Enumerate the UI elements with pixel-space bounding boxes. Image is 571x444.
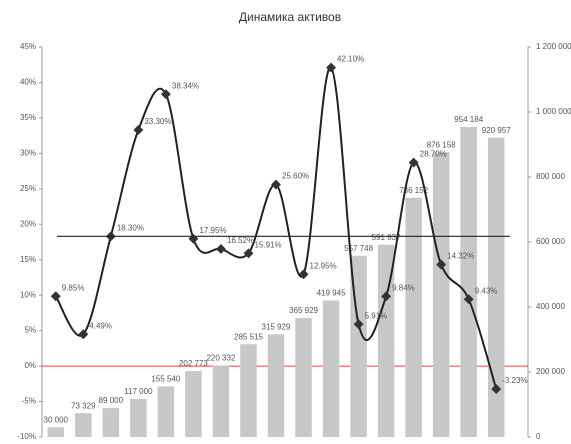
marker bbox=[50, 291, 61, 302]
marker bbox=[436, 259, 447, 270]
marker bbox=[78, 329, 89, 340]
bar-label: 155 540 bbox=[151, 375, 180, 384]
point-label: 17.95% bbox=[199, 226, 226, 235]
y-tick-label: 35% bbox=[20, 113, 36, 122]
y2-tick-label: 400 000 bbox=[536, 302, 565, 311]
bar-label: 419 945 bbox=[317, 289, 346, 298]
point-label: 16.52% bbox=[227, 236, 254, 245]
bar-label: 954 184 bbox=[454, 115, 483, 124]
point-label: 42.10% bbox=[337, 55, 364, 64]
y2-tick-label: 800 000 bbox=[536, 172, 565, 181]
y2-tick-label: 0 bbox=[536, 432, 541, 441]
bar bbox=[47, 427, 65, 437]
point-label: 33.30% bbox=[144, 117, 171, 126]
bar bbox=[130, 398, 147, 437]
bar bbox=[377, 244, 395, 437]
marker bbox=[215, 243, 226, 254]
bar-label: 365 929 bbox=[289, 306, 318, 315]
bar-label: 202 773 bbox=[179, 359, 208, 368]
bar bbox=[240, 344, 257, 437]
point-label: 28.70% bbox=[420, 150, 447, 159]
bar-label: 591 837 bbox=[372, 233, 401, 242]
marker bbox=[188, 233, 199, 244]
y-tick-label: 10% bbox=[20, 290, 36, 299]
marker bbox=[243, 248, 254, 259]
bar-label: 285 515 bbox=[234, 332, 263, 341]
bar-label: 920 957 bbox=[482, 126, 511, 135]
marker bbox=[408, 157, 419, 168]
bar bbox=[405, 197, 422, 437]
y-tick-label: 40% bbox=[20, 78, 36, 87]
point-label: 9.43% bbox=[475, 286, 498, 295]
bar-label: 30 000 bbox=[44, 415, 69, 424]
point-label: 5.91% bbox=[365, 311, 388, 320]
y2-tick-label: 1 200 000 bbox=[536, 42, 571, 51]
point-label: 12.95% bbox=[310, 261, 337, 270]
y-tick-label: 20% bbox=[20, 219, 36, 228]
point-label: 18.30% bbox=[117, 223, 144, 232]
point-label: 25.60% bbox=[282, 172, 309, 181]
y-tick-label: 15% bbox=[20, 255, 36, 264]
point-label: 9.84% bbox=[392, 283, 415, 292]
marker bbox=[298, 269, 309, 280]
bar-label: 89 000 bbox=[99, 396, 124, 405]
marker bbox=[463, 294, 474, 305]
y-tick-label: 5% bbox=[24, 326, 36, 335]
y2-tick-label: 1 000 000 bbox=[536, 107, 571, 116]
point-label: 38.34% bbox=[172, 81, 199, 90]
bar bbox=[267, 334, 285, 437]
marker bbox=[381, 291, 392, 302]
bar bbox=[185, 371, 202, 437]
bar-label: 736 152 bbox=[399, 186, 428, 195]
bar bbox=[295, 318, 312, 437]
bar-label: 73 329 bbox=[71, 401, 96, 410]
bar bbox=[460, 126, 477, 437]
bar-label: 220 332 bbox=[206, 354, 235, 363]
marker bbox=[133, 125, 144, 135]
point-label: 4.49% bbox=[89, 321, 112, 330]
marker bbox=[353, 319, 364, 330]
marker bbox=[271, 179, 281, 190]
y-tick-label: 25% bbox=[20, 184, 36, 193]
bar bbox=[322, 300, 340, 437]
point-label: -3.23% bbox=[502, 376, 527, 385]
y-tick-label: -10% bbox=[17, 432, 36, 441]
y2-tick-label: 200 000 bbox=[536, 367, 565, 376]
bar-label: 117 000 bbox=[124, 387, 153, 396]
marker bbox=[491, 384, 502, 394]
chart-title: Динамика активов bbox=[239, 10, 341, 24]
y-tick-label: -5% bbox=[22, 397, 36, 406]
bar-label: 876 158 bbox=[427, 140, 456, 149]
point-label: 9.85% bbox=[62, 283, 85, 292]
bar bbox=[212, 365, 230, 437]
y2-tick-label: 600 000 bbox=[536, 237, 565, 246]
y-tick-label: 30% bbox=[20, 148, 36, 157]
bar-label: 315 929 bbox=[262, 322, 291, 331]
y-tick-label: 45% bbox=[20, 42, 36, 51]
bar-label: 557 748 bbox=[344, 244, 373, 253]
marker bbox=[160, 89, 171, 100]
bar bbox=[75, 413, 92, 437]
bar bbox=[487, 137, 505, 438]
bar bbox=[157, 386, 175, 437]
bar bbox=[432, 152, 450, 437]
point-label: 14.32% bbox=[447, 252, 474, 261]
y-tick-label: 0% bbox=[24, 361, 36, 370]
point-label: 15.91% bbox=[254, 240, 281, 249]
bar bbox=[102, 408, 120, 437]
